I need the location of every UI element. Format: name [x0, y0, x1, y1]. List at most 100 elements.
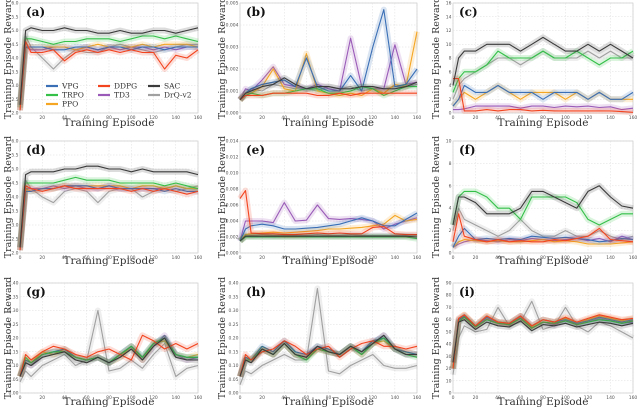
x-tick-label: 0	[19, 115, 22, 121]
legend-item-ppo: PPO	[46, 100, 78, 109]
y-tick-label: 0.30	[228, 308, 238, 314]
x-axis-label: Training Episode	[498, 396, 589, 408]
x-tick-label: 20	[259, 115, 265, 121]
legend-label: SAC	[164, 82, 181, 91]
x-tick-label: 120	[368, 255, 377, 261]
series-line-drq-v2	[452, 207, 634, 241]
y-axis-label: Training Episode Reward	[3, 0, 14, 119]
x-tick-label: 60	[518, 255, 524, 261]
legend-label: DDPG	[114, 82, 137, 91]
series-line-trpo	[19, 35, 199, 108]
x-axis-label: Training Episode	[498, 255, 589, 267]
x-tick-label: 100	[346, 255, 355, 261]
y-tick-label: 0.40	[8, 281, 18, 287]
x-tick-label: 160	[629, 395, 638, 401]
y-tick-label: 0.001	[226, 89, 239, 95]
y-axis-label: Training Episode Reward	[217, 136, 228, 259]
y-tick-label: 5.0	[11, 167, 18, 173]
x-tick-label: 60	[304, 255, 310, 261]
x-tick-label: 160	[194, 255, 203, 261]
y-tick-label: 0.004	[226, 219, 239, 225]
x-tick-label: 20	[473, 395, 479, 401]
legend-item-td3: TD3	[98, 91, 130, 100]
x-tick-label: 80	[540, 255, 546, 261]
x-tick-label: 20	[259, 395, 265, 401]
x-tick-label: 80	[326, 255, 332, 261]
series-line-ddpg	[239, 190, 417, 236]
x-tick-label: 160	[629, 255, 638, 261]
x-tick-label: 80	[106, 395, 112, 401]
series-line-sac	[19, 337, 198, 377]
x-tick-label: 120	[584, 395, 593, 401]
y-tick-label: 2.5	[11, 97, 18, 103]
y-tick-label: 0.002	[226, 235, 239, 241]
x-tick-label: 40	[62, 255, 68, 261]
y-tick-label: 0.35	[228, 294, 238, 300]
y-tick-label: 0.15	[228, 349, 238, 355]
series-line-sac	[239, 334, 417, 377]
x-tick-label: 160	[194, 395, 203, 401]
x-tick-label: 140	[606, 115, 615, 121]
x-tick-label: 160	[194, 115, 203, 121]
x-tick-label: 120	[584, 115, 593, 121]
y-tick-label: 0.014	[226, 139, 239, 145]
legend-item-drq-v2: DrQ-v2	[148, 91, 192, 100]
y-tick-label: 0.30	[8, 308, 18, 314]
y-tick-label: 0.00	[228, 391, 238, 397]
x-tick-label: 100	[346, 395, 355, 401]
y-tick-label: 10	[446, 378, 452, 384]
y-tick-label: 0.010	[226, 171, 239, 177]
y-axis-label: Training Episode Reward	[217, 277, 228, 400]
y-tick-label: 4.5	[11, 42, 18, 48]
series-line-trpo	[452, 50, 634, 93]
subplot-d: 0 20 40 60 80 100 120 140 160 2.0 2.5 3.0 3.5 4.0 4.5 5…	[3, 136, 202, 267]
subplot-h: 0 20 40 60 80 100 120 140 160 0.00 0.05 0.10 0.15 0.2…	[217, 277, 421, 408]
y-tick-label: 70	[446, 305, 452, 311]
series-line-trpo	[19, 176, 199, 248]
y-tick-label: 0.006	[226, 203, 239, 209]
series-line-sac	[452, 36, 634, 86]
series-line-drq-v2	[239, 287, 418, 386]
panel-label: (i)	[459, 285, 475, 299]
y-tick-label: 0.003	[226, 45, 239, 51]
subplot-g: 0 20 40 60 80 100 120 140 160 0.00 0.05 0.10 0.15 0.2…	[3, 277, 202, 408]
x-tick-label: 160	[629, 115, 638, 121]
x-tick-label: 20	[39, 115, 45, 121]
y-tick-label: 4	[449, 83, 452, 89]
y-tick-label: 5.5	[11, 153, 18, 159]
x-tick-label: 160	[413, 115, 422, 121]
y-tick-label: 30	[446, 354, 452, 360]
x-tick-label: 40	[495, 255, 501, 261]
y-tick-label: 0.002	[226, 67, 239, 73]
y-tick-label: 0.005	[226, 1, 239, 7]
y-tick-label: 10	[446, 139, 452, 145]
x-tick-label: 80	[540, 395, 546, 401]
y-tick-label: 0.05	[8, 377, 18, 383]
x-tick-label: 120	[149, 395, 158, 401]
y-tick-label: 10	[446, 42, 452, 48]
y-tick-label: 0.35	[8, 294, 18, 300]
series-line-ddpg	[453, 78, 634, 113]
y-tick-label: 0	[449, 391, 452, 397]
series-line-ddpg	[239, 92, 417, 101]
series-line-ddpg	[19, 185, 199, 251]
y-tick-label: 14	[446, 14, 452, 20]
x-tick-label: 20	[473, 255, 479, 261]
y-tick-label: 2	[449, 97, 452, 103]
series-line-vpg	[452, 84, 634, 107]
panel-label: (d)	[26, 143, 46, 157]
y-tick-label: 0.008	[226, 187, 239, 193]
subplot-f: 0 20 40 60 80 100 120 140 160 0 2 4 6 8 10 (f) Training …	[431, 136, 637, 267]
series-line-td3	[453, 105, 634, 111]
y-tick-label: 0.25	[228, 322, 238, 328]
y-tick-label: 0.004	[226, 23, 239, 29]
y-tick-label: 90	[446, 281, 452, 287]
panel-label: (b)	[246, 5, 266, 19]
x-tick-label: 80	[106, 115, 112, 121]
subplot-i: 0 20 40 60 80 100 120 140 160 0 10 20 30 40 50 60 70 80 90…	[431, 277, 637, 408]
y-tick-label: 6.0	[11, 139, 18, 145]
x-tick-label: 20	[39, 395, 45, 401]
series-line-sac	[239, 235, 418, 242]
panel-label: (c)	[459, 5, 478, 19]
x-tick-label: 60	[84, 255, 90, 261]
